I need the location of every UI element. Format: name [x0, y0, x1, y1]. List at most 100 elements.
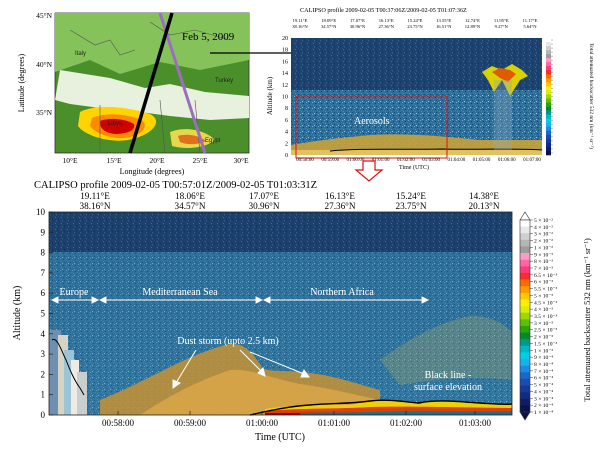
purple-track	[158, 12, 207, 154]
overview-xtick: 01:04:00	[447, 158, 465, 163]
overview-colorbar-swatch	[546, 114, 551, 119]
overview-ytick: 8	[285, 106, 288, 112]
overview-coord-lat: 16.51°N	[436, 24, 452, 29]
overview-colorbar-swatch	[546, 134, 551, 140]
overview-colorbar-swatch	[546, 66, 551, 71]
calipso-track	[128, 12, 174, 154]
colorbar-tick-label: 7 × 10⁻⁴	[534, 369, 553, 375]
overview-ytick: 14	[282, 71, 288, 77]
main-ytick: 1	[41, 390, 46, 400]
overview-ytick: 6	[285, 118, 288, 124]
colorbar-tick-label: 3 × 10⁻⁴	[534, 396, 553, 402]
region-europe: Europe	[60, 287, 89, 298]
lon-tick: 15°E	[106, 156, 121, 165]
overview-coord-lat: 9.27°N	[495, 24, 509, 29]
main-ytick: 2	[41, 369, 46, 379]
overview-coord-lon: 15.24°E	[408, 18, 423, 23]
overview-coord-lon: 11.95°E	[494, 18, 509, 23]
main-xtick: 01:01:00	[318, 418, 351, 428]
overview-colorbar-swatch	[546, 90, 551, 95]
colorbar-tick-label: 8 × 10⁻³	[534, 259, 553, 265]
colorbar-swatch	[520, 365, 530, 373]
colorbar-tick-label: 3.5 × 10⁻³	[534, 314, 557, 320]
lon-tick: 30°E	[233, 156, 248, 165]
main-xtick: 01:03:00	[459, 418, 492, 428]
main-xtick: 00:58:00	[102, 418, 135, 428]
overview-colorbar-swatch	[546, 122, 551, 128]
overview-ytick: 18	[282, 48, 288, 54]
colorbar-tick-label: 4 × 10⁻²	[534, 225, 553, 231]
colorbar-swatch	[520, 372, 530, 380]
overview-xtick: 00:59:00	[321, 158, 339, 163]
overview-coord-lat: 30.96°N	[350, 24, 366, 29]
colorbar-swatch	[520, 253, 530, 261]
lon-tick: 25°E	[192, 156, 207, 165]
overview-title: CALIPSO profile 2009-02-05 T00:37:06Z/20…	[300, 7, 467, 14]
main-ytick: 0	[41, 410, 46, 420]
colorbar-tick-label: 3 × 10⁻²	[534, 232, 553, 238]
colorbar-tick-label: 6 × 10⁻⁴	[534, 376, 553, 382]
main-coord-lon: 18.06°E	[175, 191, 205, 201]
overview-coord-lon: 11.17°E	[523, 18, 538, 23]
colorbar-swatch	[520, 405, 530, 413]
colorbar-bottom-cap	[519, 411, 531, 421]
main-coord-lon: 16.13°E	[325, 191, 355, 201]
overview-colorbar	[546, 38, 553, 156]
overview-colorbar-swatch	[546, 126, 551, 132]
colorbar-tick-label: 6 × 10⁻³	[534, 280, 553, 286]
land-lightgreen	[55, 13, 249, 74]
colorbar-tick-label: 5 × 10⁻³	[534, 293, 553, 299]
colorbar-swatch	[520, 332, 530, 340]
country-italy: Italy	[75, 51, 86, 57]
overview-coord-lat: 34.57°N	[321, 24, 337, 29]
region-northern-africa: Northern Africa	[310, 287, 374, 298]
country-egypt: Egypt	[205, 138, 221, 144]
main-coord-lat: 34.57°N	[175, 201, 206, 211]
colorbar-tick-label: 4.5 × 10⁻³	[534, 300, 557, 306]
colorbar-tick-label: 5.5 × 10⁻³	[534, 287, 557, 293]
colorbar-tick-label: 2.5 × 10⁻³	[534, 328, 557, 334]
overview-colorbar-swatch	[546, 70, 551, 75]
colorbar-swatch	[520, 378, 530, 386]
colorbar-swatch	[520, 312, 530, 320]
colorbar-swatch	[520, 233, 530, 241]
colorbar-swatch	[520, 246, 530, 254]
black-line-label-1: Black line -	[425, 370, 472, 381]
main-xlabel: Time (UTC)	[255, 432, 305, 443]
overview-ytick: 2	[285, 141, 288, 147]
colorbar-swatch	[520, 325, 530, 333]
overview-colorbar-swatch	[546, 46, 551, 51]
colorbar-swatch	[520, 279, 530, 287]
colorbar-swatch	[520, 345, 530, 353]
overview-ytick: 0	[285, 153, 288, 159]
colorbar-swatch	[520, 352, 530, 360]
main-ytick: 7	[41, 268, 46, 278]
overview-colorbar-swatch	[546, 146, 551, 152]
lat-tick: 40°N	[36, 60, 52, 69]
overview-xtick: 01:03:00	[422, 158, 440, 163]
overview-colorbar-swatch	[546, 118, 551, 124]
overview-coord-lon: 17.07°E	[350, 18, 365, 23]
map-ylabel: Latitude (degrees)	[17, 53, 26, 112]
dust-red	[99, 118, 135, 134]
overview-coord-lon: 19.11°E	[293, 18, 308, 23]
zoom-arrow	[354, 160, 384, 182]
overview-ytick: 4	[285, 130, 288, 136]
main-ytick: 3	[41, 349, 46, 359]
overview-colorbar-swatch	[546, 82, 551, 87]
main-coord-lat: 23.75°N	[396, 201, 427, 211]
colorbar-swatch	[520, 292, 530, 300]
colorbar-swatch	[520, 306, 530, 313]
overview-colorbar-swatch	[546, 138, 551, 144]
overview-colorbar-swatch	[546, 86, 551, 91]
overview-colorbar-swatch	[546, 130, 551, 136]
country-turkey: Turkey	[215, 78, 233, 84]
main-coord-lat: 30.96°N	[249, 201, 280, 211]
overview-coord-lon: 18.09°E	[321, 18, 336, 23]
map-xlabel: Longitude (degrees)	[120, 167, 185, 176]
colorbar-swatch	[520, 319, 530, 327]
main-coord-lat: 20.13°N	[469, 201, 500, 211]
main-colorbar: 5 × 10⁻²4 × 10⁻²3 × 10⁻²2 × 10⁻²1 × 10⁻²…	[519, 211, 592, 421]
overview-ytick: 20	[282, 36, 288, 42]
